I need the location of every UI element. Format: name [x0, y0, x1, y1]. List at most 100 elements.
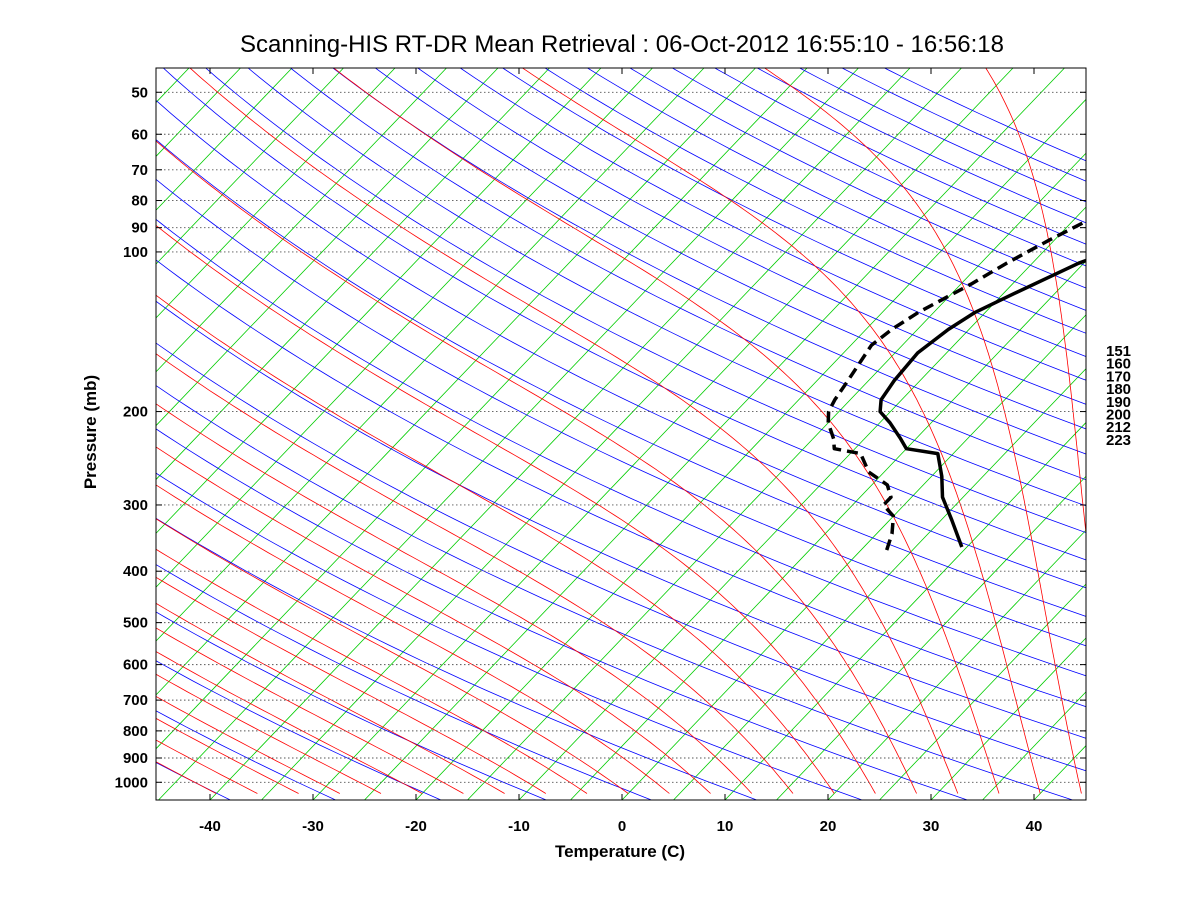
dry-adiabat-line — [156, 660, 442, 800]
dry-adiabat-line — [156, 564, 652, 800]
isotherm-line — [364, 68, 1065, 800]
y-tick-label: 800 — [123, 723, 148, 740]
isotherm-line — [1137, 68, 1200, 800]
right-label: 151 — [1106, 343, 1131, 360]
chart-title: Scanning-HIS RT-DR Mean Retrieval : 06-O… — [240, 31, 1004, 58]
dry-adiabat-line — [205, 68, 1086, 534]
dry-adiabat-line — [156, 385, 1073, 800]
dry-adiabat-line — [587, 68, 1086, 311]
moist-adiabat-line — [156, 446, 711, 794]
isotherm-line — [621, 314, 1086, 800]
dry-adiabat-line — [156, 472, 863, 800]
dry-adiabat-line — [0, 68, 20, 800]
isotherm-line — [673, 368, 1086, 800]
isotherm-line — [156, 68, 705, 642]
isotherm-line — [518, 206, 1086, 800]
isotherm-line — [156, 68, 808, 750]
x-axis-label: Temperature (C) — [555, 842, 685, 861]
dry-adiabat-line — [156, 139, 1086, 617]
x-tick-label: 0 — [618, 818, 626, 835]
dry-adiabat-line — [460, 68, 1086, 381]
right-label: 170 — [1106, 368, 1131, 385]
dry-adiabat-line — [672, 68, 1086, 267]
isotherm-line — [261, 68, 962, 800]
isotherm-line — [724, 421, 1086, 800]
right-label: 212 — [1106, 419, 1131, 436]
right-label: 180 — [1106, 381, 1131, 398]
moist-adiabat-line — [763, 68, 1082, 794]
y-tick-label: 900 — [123, 750, 148, 767]
dry-adiabat-line — [247, 68, 1086, 507]
y-tick-label: 600 — [123, 657, 148, 674]
isotherm-line — [209, 68, 911, 800]
right-label: 190 — [1106, 394, 1131, 411]
right-label: 160 — [1106, 356, 1131, 373]
dry-adiabat-line — [0, 68, 125, 800]
isotherm-line — [156, 68, 602, 534]
isotherm-line — [156, 68, 499, 427]
x-tick-label: -40 — [199, 818, 221, 835]
dry-adiabat-line — [417, 68, 1086, 405]
dry-adiabat-line — [714, 68, 1086, 245]
isotherm-line — [1189, 68, 1200, 800]
moist-adiabat-line — [156, 140, 917, 794]
isotherm-line — [156, 68, 396, 319]
x-tick-labels: -40 -30 -20 -10 0 10 20 30 40 — [199, 68, 1042, 835]
isotherm-line — [570, 260, 1086, 800]
moist-adiabat-line — [156, 739, 258, 794]
y-tick-label: 90 — [131, 220, 148, 237]
isotherm-line — [467, 152, 1086, 800]
moist-adiabat-line — [156, 403, 753, 794]
moist-adiabat-line — [156, 602, 505, 794]
dry-adiabat-line — [156, 710, 336, 800]
isotherm-line — [879, 583, 1086, 800]
dry-adiabat-line — [332, 68, 1086, 455]
isotherm-line — [0, 68, 35, 800]
y-tick-label: 60 — [131, 126, 148, 143]
dry-adiabat-line — [629, 68, 1086, 289]
y-tick-label: 500 — [123, 615, 148, 632]
y-tick-label: 100 — [123, 244, 148, 261]
isotherm-line — [312, 68, 1014, 800]
dry-adiabat-line — [156, 428, 968, 800]
dry-adiabat-line — [163, 68, 1086, 561]
isotherm-line — [982, 691, 1086, 800]
isotherm-line — [156, 68, 550, 481]
y-tick-label: 200 — [123, 404, 148, 421]
moist-adiabat-line — [156, 548, 588, 794]
dry-adiabat-line — [156, 300, 1086, 739]
y-tick-labels: 50 60 70 80 90 100 200 300 400 500 600 700 800 900 100… — [115, 84, 148, 791]
moist-adiabat-line — [156, 484, 670, 794]
moist-adiabat-line — [156, 651, 423, 794]
isotherm-line — [156, 68, 756, 696]
right-label: 200 — [1106, 407, 1131, 424]
dry-adiabat-line — [757, 68, 1086, 224]
dry-adiabat-line — [502, 68, 1086, 357]
x-tick-label: 40 — [1026, 818, 1043, 835]
moist-adiabat-line — [333, 68, 1000, 794]
isotherm-line — [156, 68, 447, 373]
profiles — [826, 219, 1086, 551]
x-tick-label: 30 — [923, 818, 940, 835]
dry-adiabat-line — [799, 68, 1086, 203]
isotherm-line — [776, 475, 1086, 800]
isotherm-line — [158, 68, 859, 800]
x-tick-label: -20 — [405, 818, 427, 835]
moist-adiabat-line — [156, 224, 876, 794]
moist-adiabat-line — [189, 68, 959, 794]
dry-adiabat-line — [156, 99, 1086, 589]
y-tick-label: 300 — [123, 497, 148, 514]
isotherm-line — [1085, 798, 1086, 800]
dry-adiabat-line — [156, 218, 1086, 677]
moist-adiabat-line — [156, 576, 547, 794]
dry-adiabat-line — [156, 762, 231, 800]
isotherm-line — [156, 68, 241, 157]
y-tick-label: 700 — [123, 692, 148, 709]
dry-adiabat-line — [290, 68, 1086, 481]
y-tick-label: 70 — [131, 162, 148, 179]
isotherm-line — [930, 637, 1086, 800]
plot-frame — [155, 67, 1087, 801]
dry-adiabat-line — [156, 611, 547, 800]
y-tick-label: 50 — [131, 84, 148, 101]
